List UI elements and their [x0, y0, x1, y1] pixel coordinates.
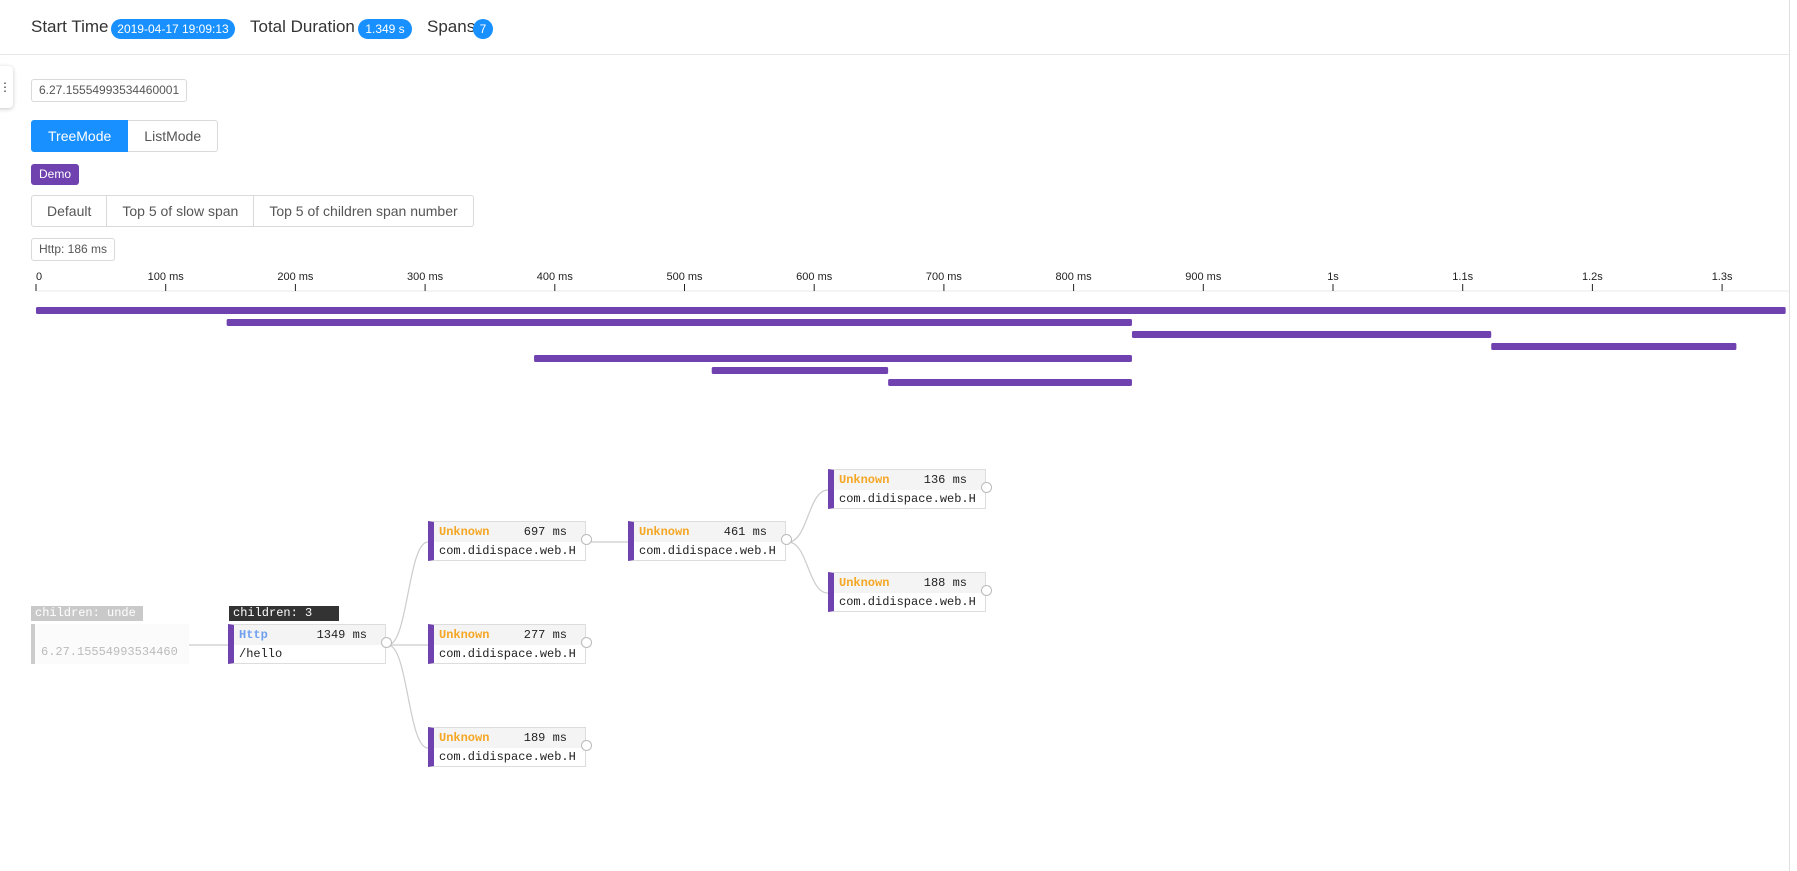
timeline-tick-label: 200 ms	[277, 271, 314, 283]
span-type: Unknown	[639, 525, 690, 539]
timeline-span-bar[interactable]	[711, 367, 889, 374]
span-name: /hello	[239, 647, 283, 661]
span-duration: 697 ms	[523, 525, 567, 539]
span-type: Unknown	[839, 576, 890, 590]
span-duration: 1349 ms	[316, 628, 367, 642]
total-duration-badge: 1.349 s	[358, 19, 412, 39]
trace-header: Start Time 2019-04-17 19:09:13 Total Dur…	[0, 0, 1790, 55]
tree-mode-button[interactable]: TreeMode	[31, 120, 129, 152]
root-node-name: 6.27.15554993534460	[41, 645, 178, 659]
span-node[interactable]: Unknown 136 ms com.didispace.web.H	[828, 469, 992, 509]
span-type: Unknown	[439, 731, 490, 745]
filter-slow-span-button[interactable]: Top 5 of slow span	[107, 195, 255, 227]
connector-http-node1	[387, 541, 429, 646]
span-name: com.didispace.web.H	[439, 544, 576, 558]
timeline-tick-label: 1.3s	[1712, 271, 1733, 283]
expand-circle-icon[interactable]	[781, 534, 792, 545]
span-node[interactable]: Unknown 277 ms com.didispace.web.H	[428, 624, 592, 664]
span-duration: 461 ms	[723, 525, 767, 539]
span-duration: 277 ms	[523, 628, 567, 642]
demo-tag[interactable]: Demo	[31, 164, 80, 185]
timeline-span-bar[interactable]	[226, 319, 1132, 326]
span-name: com.didispace.web.H	[839, 595, 976, 609]
span-name: com.didispace.web.H	[839, 492, 976, 506]
timeline-tick-label: 100 ms	[148, 271, 185, 283]
list-mode-button[interactable]: ListMode	[128, 120, 219, 152]
timeline-span-bar[interactable]	[1491, 343, 1737, 350]
timeline-tick-label: 900 ms	[1185, 271, 1222, 283]
span-node[interactable]: Unknown 188 ms com.didispace.web.H	[828, 572, 992, 612]
expand-circle-icon[interactable]	[381, 637, 392, 648]
timeline-tick-label: 0	[36, 271, 42, 283]
http-children-tag: children: 3	[229, 606, 339, 621]
timeline-tick-label: 1.1s	[1452, 271, 1473, 283]
timeline-tick-label: 800 ms	[1056, 271, 1093, 283]
timeline-tick-label: 700 ms	[926, 271, 963, 283]
span-type: Unknown	[439, 525, 490, 539]
span-node[interactable]: Unknown 697 ms com.didispace.web.H	[428, 521, 592, 561]
timeline-tick-label: 400 ms	[537, 271, 574, 283]
span-filter-group: Default Top 5 of slow span Top 5 of chil…	[31, 195, 474, 227]
span-type: Unknown	[439, 628, 490, 642]
root-children-tag: children: unde	[31, 606, 143, 621]
timeline-chart: 0 100 ms 200 ms 300 ms 400 ms 500 ms 600 ms 700…	[35, 271, 1790, 386]
spans-count-badge: 7	[473, 19, 493, 39]
span-name: com.didispace.web.H	[439, 750, 576, 764]
connector-node4-node6	[787, 541, 829, 594]
span-type: Unknown	[839, 473, 890, 487]
total-duration-label: Total Duration	[250, 17, 355, 36]
span-node-header	[234, 625, 385, 645]
timeline-tick-label: 500 ms	[666, 271, 703, 283]
expand-circle-icon[interactable]	[981, 482, 992, 493]
timeline-span-bar[interactable]	[36, 307, 1786, 314]
timeline-tick-label: 1.2s	[1582, 271, 1603, 283]
span-duration: 188 ms	[923, 576, 967, 590]
span-type: Http	[239, 628, 268, 642]
timeline-span-bars	[36, 307, 1786, 386]
span-duration: 189 ms	[523, 731, 567, 745]
timeline-span-bar[interactable]	[1131, 331, 1492, 338]
view-mode-toggle: TreeMode ListMode	[31, 120, 219, 152]
timeline-tick-label: 1s	[1327, 271, 1339, 283]
span-node[interactable]: Unknown 461 ms com.didispace.web.H	[628, 521, 792, 561]
span-name: com.didispace.web.H	[439, 647, 576, 661]
filter-children-span-button[interactable]: Top 5 of children span number	[254, 195, 474, 227]
timeline-tick-label: 600 ms	[796, 271, 833, 283]
root-trace-node[interactable]: 6.27.15554993534460	[31, 624, 189, 664]
trace-id-tag: 6.27.15554993534460001	[31, 79, 188, 102]
timeline-tick-label: 300 ms	[407, 271, 444, 283]
expand-circle-icon[interactable]	[981, 585, 992, 596]
timeline-ticks: 0 100 ms 200 ms 300 ms 400 ms 500 ms 600 ms 700…	[35, 271, 1733, 291]
start-time-badge: 2019-04-17 19:09:13	[111, 19, 235, 39]
span-duration: 136 ms	[923, 473, 967, 487]
connector-node4-node5	[787, 489, 829, 543]
http-duration-tag: Http: 186 ms	[31, 238, 116, 261]
span-node-http[interactable]: Http 1349 ms /hello	[228, 624, 392, 664]
spans-label: Spans	[427, 17, 476, 36]
expand-circle-icon[interactable]	[581, 740, 592, 751]
sidebar-toggle-icon[interactable]: ⋮	[0, 66, 13, 108]
span-node[interactable]: Unknown 189 ms com.didispace.web.H	[428, 727, 592, 767]
filter-default-button[interactable]: Default	[31, 195, 108, 227]
start-time-label: Start Time	[31, 17, 109, 36]
connector-http-node3	[387, 644, 429, 749]
vertical-scrollbar[interactable]	[1789, 0, 1797, 871]
span-name: com.didispace.web.H	[639, 544, 776, 558]
expand-circle-icon[interactable]	[581, 637, 592, 648]
timeline-span-bar[interactable]	[888, 379, 1132, 386]
expand-circle-icon[interactable]	[581, 534, 592, 545]
timeline-span-bar[interactable]	[534, 355, 1132, 362]
